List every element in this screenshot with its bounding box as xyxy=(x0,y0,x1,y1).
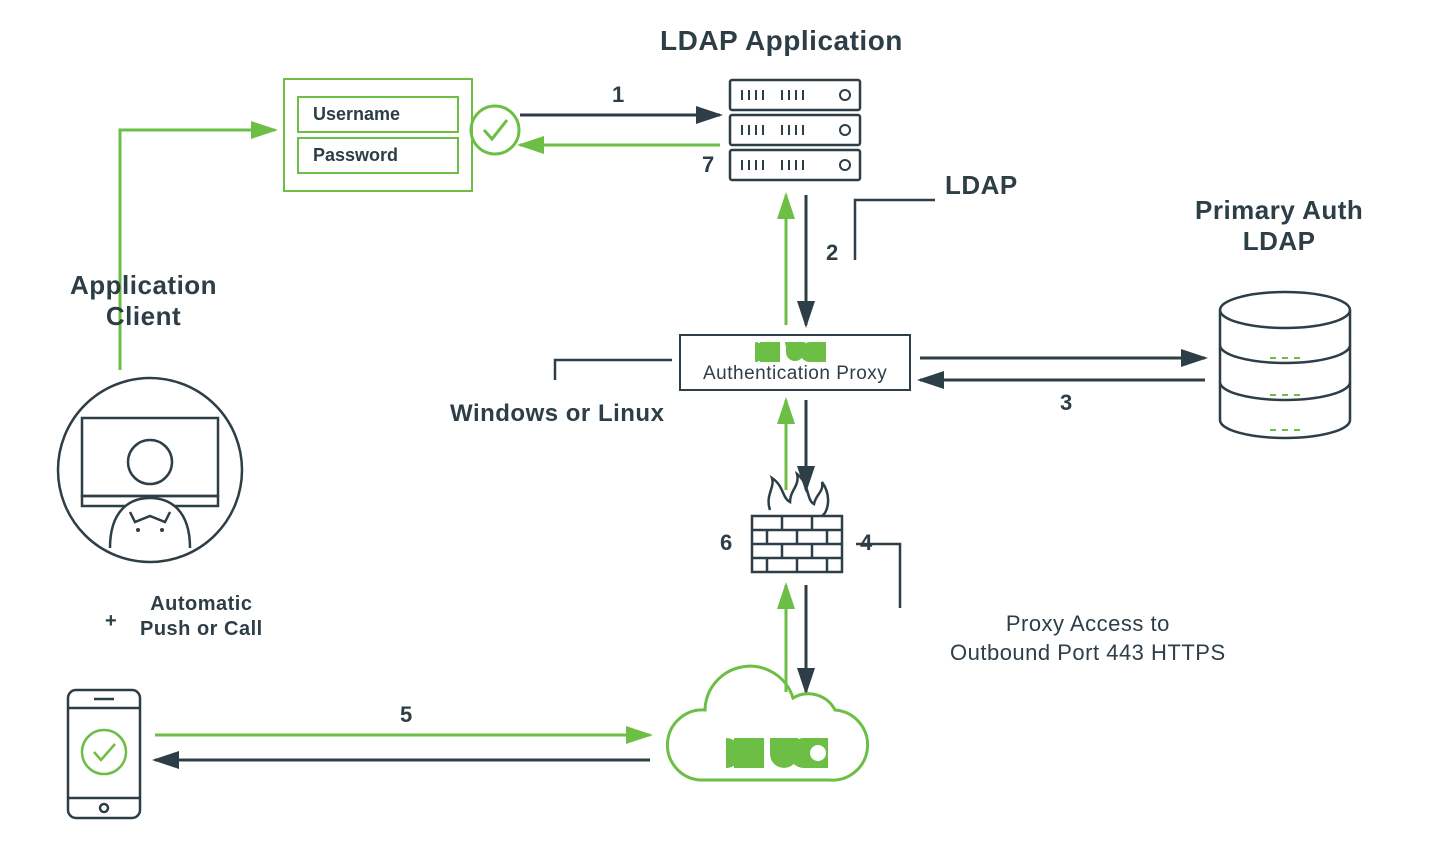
cloud-icon xyxy=(667,666,867,780)
step-6: 6 xyxy=(720,530,732,556)
auth-proxy-label: Authentication Proxy xyxy=(703,363,887,385)
windows-linux-label: Windows or Linux xyxy=(450,400,664,428)
step-7: 7 xyxy=(702,152,714,178)
step-5: 5 xyxy=(400,702,412,728)
ldap-label: LDAP xyxy=(945,170,1018,201)
primary-auth-label: Primary Auth LDAP xyxy=(1195,195,1363,257)
step-1: 1 xyxy=(612,82,624,108)
push-call-label: Automatic Push or Call xyxy=(140,592,263,642)
checkmark-icon xyxy=(471,106,519,154)
ldap-label-line xyxy=(855,200,935,260)
password-field: Password xyxy=(297,137,459,174)
firewall-icon xyxy=(752,474,842,572)
plus-sign: + xyxy=(105,610,117,633)
client-icon xyxy=(58,378,242,562)
ldap-application-title: LDAP Application xyxy=(660,25,903,57)
proxy-access-label: Proxy Access to Outbound Port 443 HTTPS xyxy=(950,610,1226,667)
username-field: Username xyxy=(297,96,459,133)
arrow-client-login xyxy=(120,130,275,370)
login-form: Username Password xyxy=(283,78,473,192)
step-4: 4 xyxy=(860,530,872,556)
winlinux-line xyxy=(555,360,672,380)
diagram-canvas: Username Password LDAP Application Appli… xyxy=(0,0,1450,854)
database-icon xyxy=(1220,292,1350,438)
step-2: 2 xyxy=(826,240,838,266)
phone-icon xyxy=(68,690,140,818)
diagram-svg xyxy=(0,0,1450,854)
app-client-title: Application Client xyxy=(70,270,217,332)
server-icon xyxy=(730,80,860,180)
step-3: 3 xyxy=(1060,390,1072,416)
